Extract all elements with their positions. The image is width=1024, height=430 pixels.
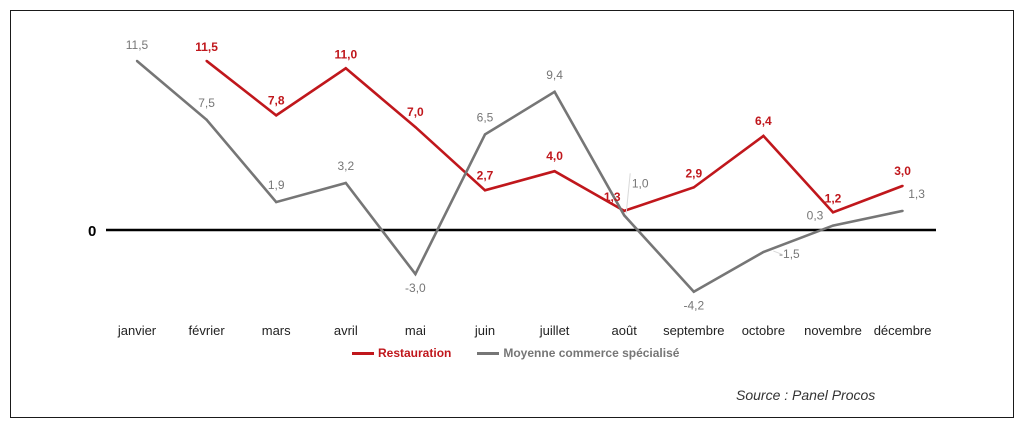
data-point-moyenne: [275, 200, 278, 204]
legend-label-moyenne: Moyenne commerce spécialisé: [503, 346, 680, 360]
data-label-moyenne: 3,2: [337, 159, 354, 173]
data-point-moyenne: [901, 209, 904, 213]
source-note: Source : Panel Procos: [736, 387, 876, 403]
x-tick-label: juin: [474, 323, 495, 338]
data-point-restauration: [275, 114, 278, 117]
x-tick-label: février: [189, 323, 226, 338]
data-label-moyenne: 6,5: [477, 110, 494, 124]
x-tick-label: avril: [334, 323, 358, 338]
zero-axis-label: 0: [88, 223, 96, 240]
data-label-restauration: 3,0: [894, 164, 911, 178]
series-line-moyenne: [136, 59, 903, 294]
data-label-restauration: 7,0: [407, 105, 424, 119]
data-label-moyenne: 1,9: [268, 178, 285, 192]
data-point-restauration: [344, 67, 347, 70]
data-label-moyenne: 1,0: [632, 176, 649, 190]
x-tick-label: mars: [262, 323, 291, 338]
data-label-moyenne: 0,3: [807, 209, 824, 223]
data-point-moyenne: [483, 133, 487, 136]
chart-frame: [10, 10, 1014, 418]
data-label-moyenne: 9,4: [546, 68, 563, 82]
data-label-moyenne: -4,2: [683, 299, 704, 313]
data-label-moyenne: 7,5: [198, 96, 215, 110]
data-label-restauration: 1,2: [825, 191, 842, 205]
data-label-restauration: 2,7: [477, 168, 494, 182]
data-label-moyenne: 1,3: [908, 187, 925, 201]
data-point-restauration: [553, 170, 556, 173]
x-tick-label: novembre: [804, 323, 862, 338]
leader-line: [625, 173, 631, 214]
data-point-restauration: [623, 209, 626, 213]
data-point-restauration: [483, 189, 487, 192]
data-point-moyenne: [135, 59, 139, 63]
leader-line: [773, 250, 782, 255]
x-tick-label: décembre: [874, 323, 932, 338]
x-tick-label: août: [612, 323, 638, 338]
data-point-moyenne: [692, 290, 695, 293]
chart-legend: Restauration Moyenne commerce spécialisé: [352, 346, 705, 360]
data-label-restauration: 11,5: [195, 40, 218, 54]
legend-label-restauration: Restauration: [378, 346, 452, 360]
data-point-restauration: [205, 59, 208, 63]
data-point-moyenne: [831, 224, 835, 227]
data-point-restauration: [692, 186, 695, 189]
data-label-moyenne: 11,5: [126, 38, 149, 52]
legend-swatch-restauration: [352, 351, 374, 355]
data-point-restauration: [901, 184, 904, 188]
data-point-restauration: [762, 134, 765, 138]
legend-item-moyenne: Moyenne commerce spécialisé: [477, 346, 679, 360]
x-tick-label: octobre: [742, 323, 785, 338]
data-point-moyenne: [762, 250, 765, 254]
data-label-restauration: 11,0: [334, 47, 357, 61]
x-tick-label: janvier: [117, 323, 157, 338]
data-label-moyenne: -3,0: [405, 281, 426, 295]
data-point-moyenne: [553, 90, 556, 94]
data-point-restauration: [414, 125, 417, 129]
x-tick-label: septembre: [663, 323, 724, 338]
series-line-restauration: [205, 59, 904, 214]
data-point-restauration: [831, 211, 835, 214]
data-point-moyenne: [205, 118, 208, 121]
data-label-restauration: 6,4: [755, 114, 772, 128]
legend-item-restauration: Restauration: [352, 346, 451, 360]
data-point-moyenne: [414, 272, 417, 276]
data-point-moyenne: [344, 181, 347, 185]
x-tick-label: juillet: [539, 323, 570, 338]
data-label-restauration: 4,0: [546, 149, 563, 163]
data-label-moyenne: -1,5: [779, 247, 800, 261]
data-label-restauration: 2,9: [685, 166, 702, 180]
data-label-restauration: 7,8: [268, 93, 285, 107]
x-tick-label: mai: [405, 323, 426, 338]
data-label-restauration: 1,3: [604, 190, 621, 204]
data-point-moyenne: [623, 214, 626, 217]
legend-swatch-moyenne: [477, 351, 500, 355]
